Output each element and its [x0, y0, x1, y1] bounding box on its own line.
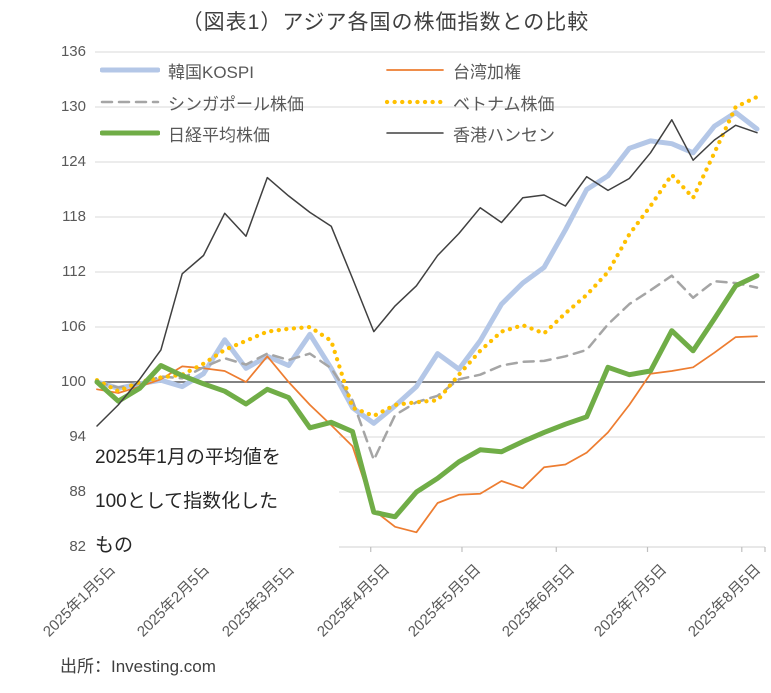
y-tick-label: 106 [60, 318, 86, 335]
legend-line-swatch-icon [386, 132, 444, 134]
legend-label: 香港ハンセン [453, 125, 555, 145]
legend-label: シンガポール株価 [168, 94, 304, 114]
legend-line-swatch-icon [100, 100, 160, 104]
legend-item: 日経平均株価 [100, 122, 270, 145]
y-tick-label: 88 [69, 483, 86, 500]
legend-item: ベトナム株価 [385, 91, 555, 114]
y-tick-label: 112 [62, 263, 86, 280]
chart-title: （図表1）アジア各国の株価指数との比較 [181, 11, 590, 34]
legend-item: シンガポール株価 [100, 91, 304, 114]
legend-item: 韓国KOSPI [100, 59, 254, 82]
annotation-line: 2025年1月の平均値を [95, 447, 281, 468]
y-tick-label: 94 [69, 428, 86, 445]
series-line-6 [96, 119, 758, 427]
series-line-4 [94, 94, 760, 419]
series-line-1 [94, 110, 760, 426]
annotation-line: 100として指数化した [95, 491, 279, 512]
legend-line-swatch-icon [100, 67, 160, 73]
source-note: 出所：Investing.com [60, 657, 216, 676]
annotation-line: もの [95, 535, 134, 556]
y-tick-label: 82 [69, 538, 86, 555]
index-base-annotation: 2025年1月の平均値を 100として指数化した もの [95, 436, 339, 568]
legend-label: ベトナム株価 [453, 94, 555, 114]
y-tick-label: 130 [60, 98, 86, 115]
y-tick-label: 124 [60, 153, 86, 170]
y-tick-label: 100 [60, 373, 86, 390]
legend-item: 台湾加権 [385, 59, 521, 82]
series-line-5 [94, 273, 760, 520]
legend-label: 台湾加権 [453, 62, 521, 82]
legend-label: 日経平均株価 [168, 125, 270, 145]
y-tick-label: 118 [62, 208, 86, 225]
series-line-2 [96, 335, 758, 534]
legend-label: 韓国KOSPI [168, 62, 254, 82]
y-tick-label: 136 [60, 43, 86, 60]
legend-line-swatch-icon [386, 69, 444, 71]
legend-line-swatch-icon [385, 99, 445, 105]
legend-item: 香港ハンセン [385, 122, 555, 145]
legend-line-swatch-icon [100, 130, 160, 136]
